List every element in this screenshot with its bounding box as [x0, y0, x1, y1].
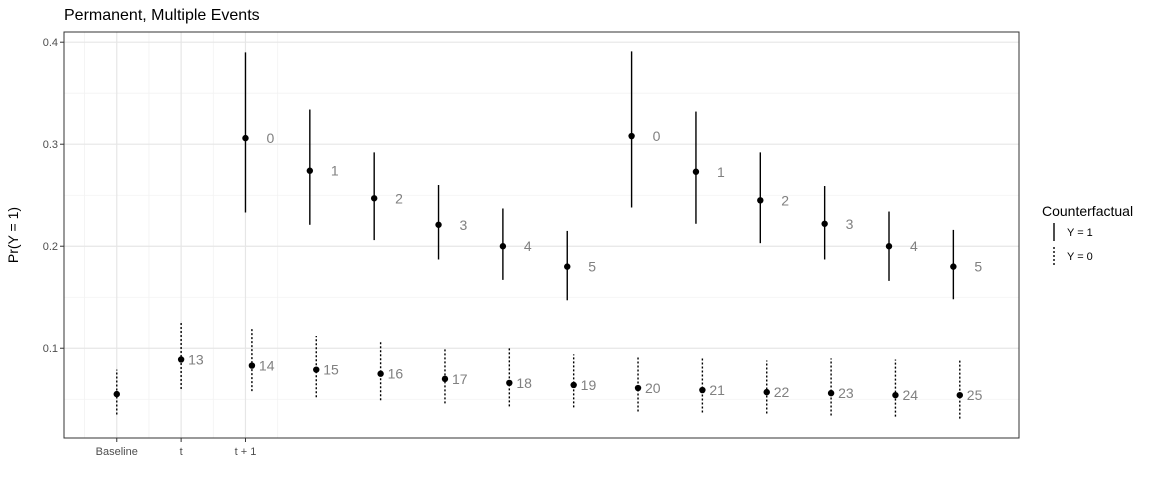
point-y0 — [634, 384, 642, 392]
point-label: 16 — [388, 366, 404, 382]
point-y0 — [248, 362, 256, 369]
point-y0 — [956, 391, 963, 399]
point-label: 5 — [974, 259, 982, 275]
point-label: 19 — [581, 377, 597, 393]
point-label: 21 — [709, 382, 725, 398]
point-label: 1 — [331, 163, 339, 179]
x-tick-label: t — [180, 446, 183, 458]
point-label: 20 — [645, 380, 661, 396]
point-label: 3 — [846, 216, 854, 232]
point-label: 14 — [259, 358, 275, 374]
point-y0 — [506, 379, 513, 387]
x-tick-label: t + 1 — [235, 446, 257, 458]
point-y1 — [885, 243, 893, 250]
legend-label-y1: Y = 1 — [1067, 227, 1093, 239]
point-y0 — [763, 388, 770, 396]
plot-panel-border — [63, 31, 1020, 439]
point-label: 4 — [524, 238, 532, 254]
point-label: 22 — [774, 384, 790, 400]
point-y0 — [113, 390, 120, 398]
point-y0 — [892, 391, 899, 399]
grid — [64, 32, 1019, 438]
point-y1 — [499, 243, 507, 250]
y-axis-label: Pr(Y = 1) — [5, 207, 21, 263]
point-y1 — [692, 168, 700, 175]
point-y1 — [564, 263, 571, 270]
point-label: 23 — [838, 385, 854, 401]
point-label: 3 — [460, 217, 468, 233]
point-y0 — [699, 386, 706, 394]
point-y0 — [377, 370, 384, 377]
point-label: 24 — [902, 387, 918, 403]
point-y1 — [370, 195, 378, 202]
point-y1 — [306, 167, 314, 174]
point-y1 — [821, 220, 828, 227]
point-label: 2 — [781, 192, 789, 208]
legend-title: Counterfactual — [1042, 203, 1133, 219]
y-tick-label: 0.1 — [43, 343, 58, 355]
point-y0 — [177, 356, 185, 363]
point-label: 4 — [910, 238, 918, 254]
y-tick-label: 0.2 — [43, 241, 58, 253]
point-label: 17 — [452, 371, 468, 387]
y-tick-label: 0.3 — [43, 139, 58, 151]
point-label: 2 — [395, 190, 403, 206]
point-y0 — [570, 381, 577, 389]
x-tick-label: Baseline — [96, 446, 138, 458]
plot-background — [64, 32, 1019, 438]
point-y0 — [441, 375, 449, 383]
point-label: 5 — [588, 259, 596, 275]
point-label: 18 — [516, 375, 532, 391]
y-axis-ticks: 0.1 0.2 0.3 0.4 — [43, 37, 64, 355]
point-label: 25 — [967, 387, 983, 403]
legend-label-y0: Y = 0 — [1067, 251, 1093, 263]
chart-title: Permanent, Multiple Events — [64, 7, 260, 24]
point-y1 — [242, 134, 249, 142]
point-label: 15 — [323, 362, 339, 378]
point-y0 — [827, 389, 835, 397]
point-label: 13 — [188, 351, 204, 367]
point-label: 1 — [717, 164, 725, 180]
y-tick-label: 0.4 — [43, 37, 58, 49]
x-axis-ticks: Baseline t t + 1 — [96, 438, 257, 458]
point-y1 — [628, 132, 635, 140]
point-y0 — [313, 366, 320, 373]
point-y1 — [950, 263, 957, 270]
legend: Counterfactual Y = 1 Y = 0 — [1042, 203, 1133, 265]
point-y1 — [435, 221, 442, 228]
point-label: 0 — [653, 128, 661, 144]
point-y1 — [757, 197, 764, 204]
point-label: 0 — [266, 130, 274, 146]
